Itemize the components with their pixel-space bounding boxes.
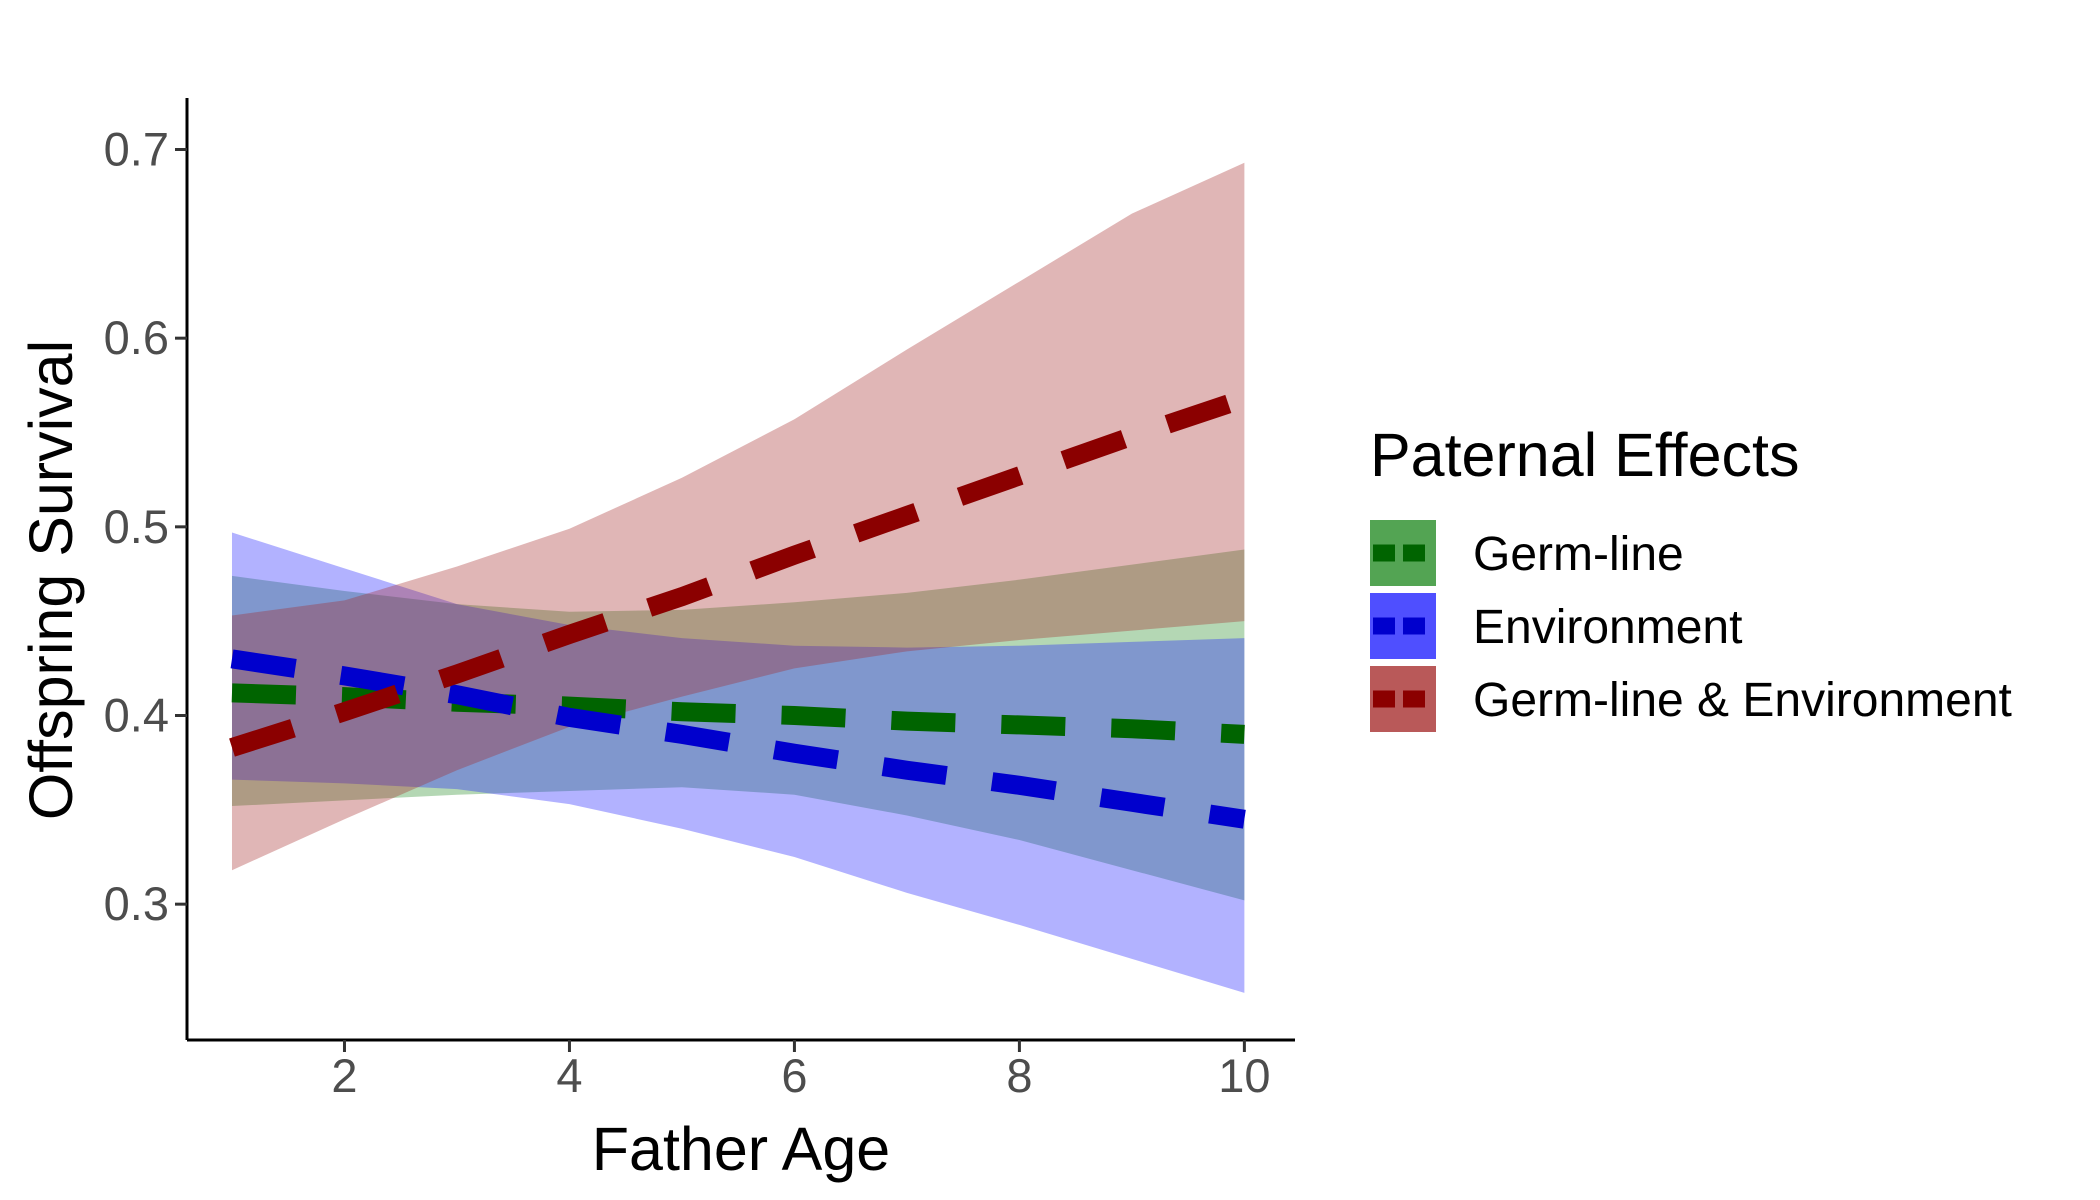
plot-panel xyxy=(229,162,1248,993)
x-tick-label: 4 xyxy=(556,1049,582,1102)
x-ticks: 2 4 6 8 10 xyxy=(331,1040,1271,1102)
line-germ-line xyxy=(231,683,1245,744)
line-germ-line-and-environment xyxy=(229,389,1248,757)
axes: 2 4 6 8 10 0.3 0.4 0.5 0.6 0.7 xyxy=(104,98,1295,1102)
y-axis-title: Offspring Survival xyxy=(17,340,85,820)
legend-item-germ-line-and-environment: Germ-line & Environment xyxy=(1370,666,2012,732)
x-axis-title: Father Age xyxy=(592,1115,890,1183)
legend-item-environment: Environment xyxy=(1370,593,1742,659)
legend: Paternal Effects Germ-lineEnvironmentGer… xyxy=(1370,421,2012,732)
y-ticks: 0.3 0.4 0.5 0.6 0.7 xyxy=(104,123,187,930)
x-tick-label: 6 xyxy=(781,1049,807,1102)
legend-label: Environment xyxy=(1473,601,1742,654)
y-tick-label: 0.3 xyxy=(104,877,169,930)
legend-items: Germ-line Environment Germ-line & Environm… xyxy=(1370,520,2012,732)
y-tick-label: 0.7 xyxy=(104,123,169,176)
ribbon-germ-line xyxy=(231,549,1245,901)
x-tick-label: 2 xyxy=(331,1049,357,1102)
y-tick-label: 0.6 xyxy=(104,311,169,364)
line-environment xyxy=(230,649,1246,829)
legend-label: Germ-line xyxy=(1473,528,1684,581)
legend-title: Paternal Effects xyxy=(1370,421,1800,489)
trend-lines xyxy=(229,389,1248,829)
y-tick-label: 0.5 xyxy=(104,500,169,553)
confidence-ribbons xyxy=(231,162,1245,993)
y-tick-label: 0.4 xyxy=(104,688,169,741)
ribbon-environment xyxy=(231,532,1245,993)
legend-item-germ-line: Germ-line xyxy=(1370,520,1684,586)
legend-label: Germ-line & Environment xyxy=(1473,674,2012,727)
x-tick-label: 10 xyxy=(1218,1049,1270,1102)
x-tick-label: 8 xyxy=(1006,1049,1032,1102)
